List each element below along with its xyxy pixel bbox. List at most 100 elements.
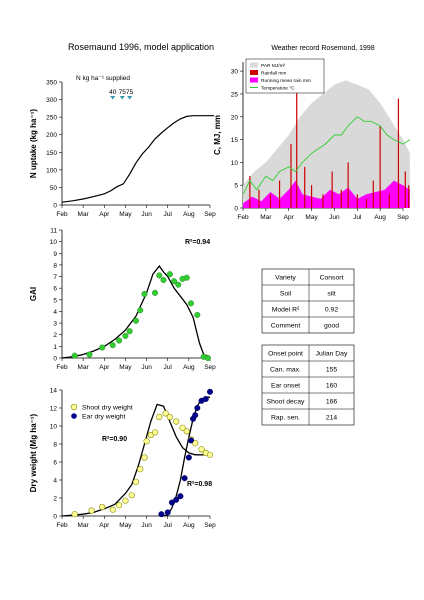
y-tick-label: 150 [46,150,57,157]
gai-observed-point [109,342,116,349]
shoot-point [88,507,95,514]
y-tick-label: 14 [50,388,58,395]
variety-table-cell: 0.92 [325,307,338,314]
shoot-point [198,446,205,453]
ear-point [177,493,184,500]
x-tick-label: May [305,214,318,221]
shoot-point [122,497,129,504]
x-tick-label: Sep [204,211,216,218]
y-tick-label: 8 [53,262,57,269]
x-tick-label: Aug [183,522,195,529]
x-tick-label: Mar [260,214,272,221]
y-tick-label: 1 [53,344,57,351]
y-tick-label: 250 [46,115,57,122]
ear-point [192,412,199,419]
onset-table-cell: 214 [326,415,338,422]
y-tick-label: 10 [50,424,58,431]
variety-table-cell: good [324,323,339,330]
gai-observed-point [99,344,106,351]
gai-observed-point [126,328,133,335]
gai-model-line [61,265,211,359]
variety-table-cell: Consort [320,275,344,282]
legend-swatch [250,62,258,68]
legend-box [245,58,325,94]
gai-observed-point [160,277,167,284]
gai-observed-point [137,307,144,314]
legend-label: Temperature °C [261,86,295,92]
gai-observed-point [152,289,159,296]
x-tick-label: Apr [99,211,110,218]
onset-table-cell: 166 [326,399,338,406]
y-tick-label: 5 [234,183,238,190]
x-tick-label: Jul [164,211,173,218]
x-tick-label: Sep [204,522,216,529]
n-supplied-annotation: N kg ha⁻¹ supplied [76,75,130,82]
y-axis-label: Dry weight (Mg ha⁻¹) [29,413,38,492]
shoot-point [141,454,148,461]
shoot-point [162,410,169,417]
x-tick-label: Apr [99,364,110,371]
dry-weight-chart: 0 2 4 6 8 10 12 14 Feb Mar Apr May Jun Jul Aug Sep Dry w… [29,388,216,530]
x-tick-label: Feb [56,522,68,529]
onset-table-cell: Ear onset [271,383,300,390]
y-axis-label: GAI [29,287,38,301]
y-tick-label: 20 [231,114,239,121]
n-application-label: 75 [126,89,134,96]
x-tick-label: Jun [141,522,152,529]
temperature-line [242,116,411,195]
x-tick-label: Sep [397,214,409,221]
x-tick-label: Jul [353,214,362,221]
weather-title: Weather record Rosemond, 1998 [271,45,374,52]
y-tick-label: 7 [53,274,57,281]
y-tick-label: 9 [53,251,57,258]
running-mean-area [243,180,410,208]
y-tick-label: 0 [53,356,57,363]
y-tick-label: 2 [53,496,57,503]
shoot-point [109,506,116,513]
ear-r2-label: R²=0.98 [187,481,212,488]
gai-observed-point [166,271,173,278]
onset-table-border [261,344,355,426]
x-tick-label: Feb [56,364,68,371]
x-tick-label: Feb [237,214,249,221]
y-tick-label: 15 [231,137,239,144]
ear-point [181,475,188,482]
n-application-label: 75 [119,89,127,96]
gai-observed-point [141,291,148,298]
n-application-marker [110,96,116,100]
ear-point [158,511,165,518]
n-uptake-line [61,115,215,203]
weather-chart: 0 5 10 15 20 25 30 Feb Mar Apr May Jun Jul Aug Sep C, M… [213,58,411,221]
shoot-point [166,413,173,421]
shoot-point [206,451,214,458]
legend-ear-label: Ear dry weight [82,414,126,421]
y-tick-label: 6 [53,286,57,293]
y-tick-label: 30 [231,69,239,76]
x-tick-label: Aug [183,364,195,371]
shoot-point [71,511,78,518]
onset-table-cell: Can. max. [270,367,301,374]
gai-observed-point [116,337,123,344]
x-tick-label: Jun [141,211,152,218]
shoot-point [143,438,150,445]
onset-table-cell: Rap. sen. [271,415,300,422]
x-tick-label: Aug [374,214,386,221]
gai-observed-point [71,352,78,359]
shoot-point [156,413,163,421]
x-tick-label: Mar [78,522,90,529]
n-uptake-chart: 0 50 100 150 200 250 300 350 Feb Mar Apr May Jun Jul A… [29,75,216,218]
y-tick-label: 5 [53,297,57,304]
variety-table-cell: Soil [280,291,292,298]
y-tick-label: 4 [53,478,57,485]
n-application-marker [127,96,133,100]
shoot-point [132,478,140,485]
shoot-point [192,440,199,447]
figure-title: Rosemaund 1996, model application [68,42,214,52]
legend-swatch [250,70,258,75]
x-tick-label: May [119,364,132,371]
ear-point [187,437,194,444]
y-tick-label: 6 [53,460,57,467]
onset-table-cell: Shoot decay [267,399,305,406]
x-tick-label: Feb [56,211,68,218]
